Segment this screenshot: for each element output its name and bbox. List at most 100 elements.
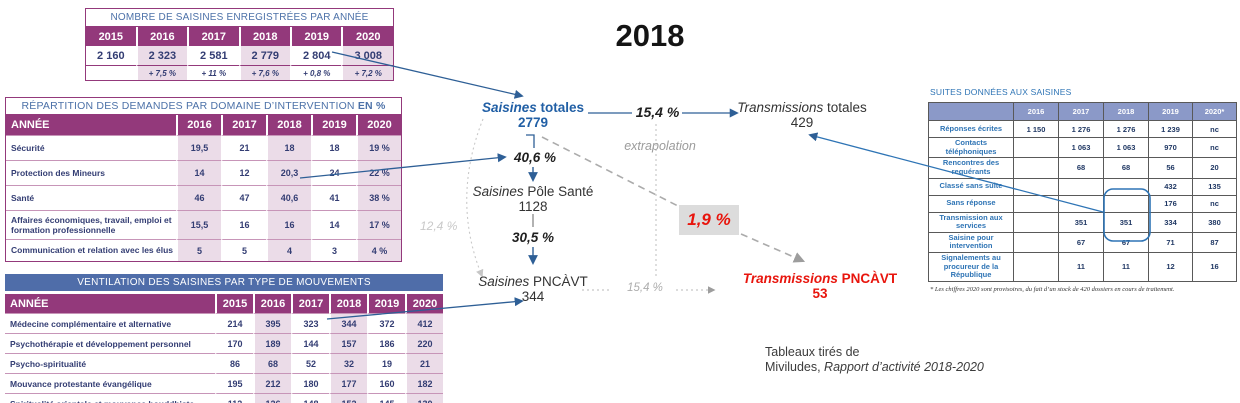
node-saisines-totales: Saisines totales 2779 <box>460 100 606 130</box>
cell: 1 276 <box>1058 120 1104 138</box>
cell: 2 804 <box>290 46 342 66</box>
cell: 4 <box>266 239 311 261</box>
cell: 145 <box>367 393 405 403</box>
cell: 2 581 <box>187 46 239 66</box>
node-label: Saisines Pôle Santé <box>472 184 594 199</box>
year-col-header: ANNÉE <box>5 294 215 313</box>
cell: 148 <box>291 393 329 403</box>
year-header: 2017 <box>1058 102 1104 121</box>
cell: 15,5 <box>176 210 221 239</box>
table-row: Spiritualité orientale et mouvance boudd… <box>5 393 443 403</box>
row-label: Réponses écrites <box>928 120 1014 138</box>
cell: 32 <box>329 353 367 373</box>
table-repartition-domaines: RÉPARTITION DES DEMANDES PAR DOMAINE D’I… <box>5 97 402 262</box>
row-label: Psycho-spiritualité <box>5 353 215 373</box>
cell <box>1013 136 1059 159</box>
row-label: Protection des Mineurs <box>6 160 176 185</box>
year-header: 2016 <box>176 115 221 135</box>
cell: 5 <box>176 239 221 261</box>
cell: 170 <box>215 333 253 353</box>
cell <box>1013 211 1059 233</box>
cell: 112 <box>215 393 253 403</box>
cell: 20 <box>1192 157 1237 179</box>
cell: 2 160 <box>86 46 136 66</box>
cell: 68 <box>1103 157 1149 179</box>
year-header: 2015 <box>86 27 136 46</box>
row-label: Signalements au procureur de la Républiq… <box>928 252 1014 282</box>
rate-direct-label: 12,4 % <box>420 219 458 233</box>
cell <box>1058 194 1104 213</box>
cell: 412 <box>405 313 443 333</box>
rate-bottom-label: 15,4 % <box>627 282 663 294</box>
row-label: Transmission aux services <box>928 211 1014 233</box>
cell: 68 <box>1058 157 1104 179</box>
row-label: Spiritualité orientale et mouvance boudd… <box>5 393 215 403</box>
year-header: 2019 <box>367 294 405 313</box>
cell: 182 <box>405 373 443 393</box>
cell: + 11 % <box>187 66 238 80</box>
node-label: Saisines totales <box>481 100 585 115</box>
table-row: Psycho-spiritualité 86 68 52 32 19 21 <box>5 353 443 373</box>
cell: 68 <box>253 353 291 373</box>
year-header: 2018 <box>266 115 311 135</box>
caption-line1: Tableaux tirés de <box>765 345 860 359</box>
row-label: Rencontres des requérants <box>928 157 1014 179</box>
cell: 14 <box>311 210 356 239</box>
cell: 334 <box>1148 211 1193 233</box>
row-label: Sans réponse <box>928 194 1014 213</box>
cell: 86 <box>215 353 253 373</box>
table-saisines-title: NOMBRE DE SAISINES ENREGISTRÉES PAR ANNÉ… <box>86 9 393 27</box>
cell: 176 <box>1148 194 1193 213</box>
year-header: 2019 <box>1148 102 1193 121</box>
caption-line2: Miviludes, Rapport d’activité 2018-2020 <box>765 360 984 374</box>
cell: 2 779 <box>238 46 291 66</box>
cell: 11 <box>1103 252 1149 282</box>
cell: 189 <box>253 333 291 353</box>
cell: 21 <box>221 135 266 160</box>
row-label: Psychothérapie et développement personne… <box>5 333 215 353</box>
cell: 67 <box>1058 231 1104 254</box>
row-label: Communication et relation avec les élus <box>6 239 176 261</box>
table-row: ANNÉE 2016 2017 2018 2019 2020 <box>6 115 401 135</box>
cell: 19 <box>367 353 405 373</box>
cell: 432 <box>1148 177 1193 196</box>
cell: 351 <box>1058 211 1104 233</box>
rate-top-label: 15,4 % <box>635 104 680 120</box>
table-row: Santé 46 47 40,6 41 38 % <box>6 185 401 210</box>
cell: 46 <box>176 185 221 210</box>
table-suites-footnote: * Les chiffres 2020 sont provisoires, du… <box>930 285 1175 293</box>
table-repartition-title: RÉPARTITION DES DEMANDES PAR DOMAINE D’I… <box>6 98 401 115</box>
cell: 2 323 <box>135 46 188 66</box>
cell: + 7,6 % <box>238 66 291 80</box>
cell: 22 % <box>356 160 401 185</box>
year-col-header: ANNÉE <box>6 115 176 135</box>
cell: 144 <box>291 333 329 353</box>
source-caption: Tableaux tirés de Miviludes, Rapport d’a… <box>765 345 984 375</box>
table-row: Psychothérapie et développement personne… <box>5 333 443 353</box>
cell: 344 <box>329 313 367 333</box>
table-row: Sécurité 19,5 21 18 18 19 % <box>6 135 401 160</box>
year-header: 2018 <box>329 294 367 313</box>
table-row: Rencontres des requérants 68 68 56 20 <box>928 157 1237 179</box>
cell: 186 <box>367 333 405 353</box>
cell: 18 <box>266 135 311 160</box>
table-row: Communication et relation avec les élus … <box>6 239 401 261</box>
rate-sante-label: 40,6 % <box>513 150 557 165</box>
table-row: Médecine complémentaire et alternative 2… <box>5 313 443 333</box>
table-row: + 7,5 % + 11 % + 7,6 % + 0,8 % + 7,2 % <box>86 66 393 80</box>
cell: 19 % <box>356 135 401 160</box>
table-saisines-par-annee: NOMBRE DE SAISINES ENREGISTRÉES PAR ANNÉ… <box>85 8 394 81</box>
node-label: Transmissions PNCÀVT <box>742 271 898 286</box>
cell: 157 <box>329 333 367 353</box>
cell: + 7,5 % <box>135 66 188 80</box>
cell <box>1103 194 1149 213</box>
cell: 1 063 <box>1058 136 1104 159</box>
node-value: 53 <box>812 286 828 301</box>
row-label: Médecine complémentaire et alternative <box>5 313 215 333</box>
table-ventilation-mouvements: VENTILATION DES SAISINES PAR TYPE DE MOU… <box>5 274 443 403</box>
table-saisines-grid: 2015 2016 2017 2018 2019 2020 2 160 2 32… <box>86 27 393 80</box>
cell: 41 <box>311 185 356 210</box>
year-header: 2018 <box>238 27 291 46</box>
cell: 4 % <box>356 239 401 261</box>
row-label: Classé sans suite <box>928 177 1014 196</box>
